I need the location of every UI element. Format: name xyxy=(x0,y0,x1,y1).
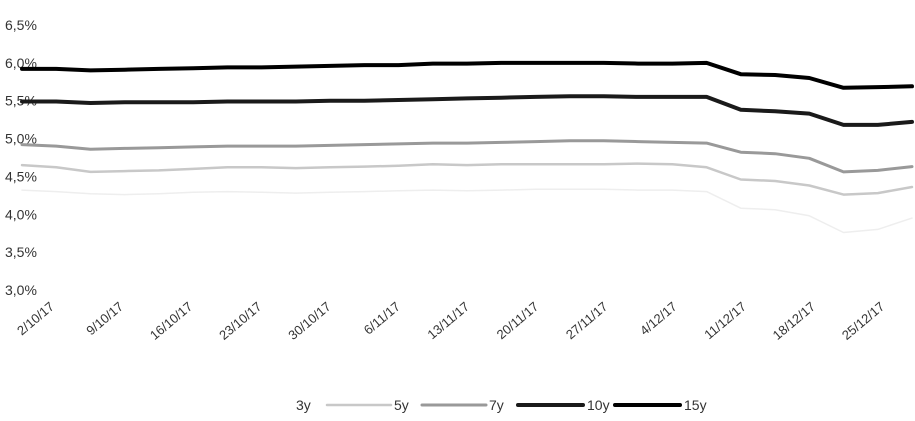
series-line-3y xyxy=(21,188,913,234)
x-tick-label: 18/12/17 xyxy=(770,299,818,343)
legend-label-7y: 7y xyxy=(489,397,504,413)
y-tick-label: 4,5% xyxy=(5,168,37,184)
x-tick-label: 25/12/17 xyxy=(839,299,887,343)
y-tick-label: 3,0% xyxy=(5,282,37,298)
y-tick-label: 5,0% xyxy=(5,131,37,147)
x-tick-label: 11/12/17 xyxy=(701,299,749,342)
y-tick-label: 3,5% xyxy=(5,244,37,260)
legend-label-10y: 10y xyxy=(587,397,610,413)
series-line-5y xyxy=(20,162,914,196)
series-line-7y xyxy=(20,139,914,174)
x-tick-label: 27/11/17 xyxy=(563,299,611,342)
x-axis-ticks: 2/10/17 9/10/17 16/10/17 23/10/17 30/10/17 6/… xyxy=(14,299,887,343)
x-tick-label: 30/10/17 xyxy=(285,299,333,343)
y-tick-label: 4,0% xyxy=(5,206,37,222)
x-tick-label: 20/11/17 xyxy=(494,299,542,342)
y-tick-label: 6,5% xyxy=(5,17,37,33)
series-line-10y xyxy=(20,94,914,127)
legend-label-15y: 15y xyxy=(684,397,707,413)
legend: 3y 5y 7y 10y 15y xyxy=(296,397,707,413)
y-axis-ticks: 3,0%3,5%4,0%4,5%5,0%5,5%6,0%6,5% xyxy=(5,17,37,298)
x-tick-label: 23/10/17 xyxy=(216,299,264,343)
x-tick-label: 9/10/17 xyxy=(83,299,126,338)
x-tick-label: 4/12/17 xyxy=(637,299,680,338)
series-lines xyxy=(20,60,914,234)
x-tick-label: 16/10/17 xyxy=(147,299,195,343)
y-tick-label: 6,0% xyxy=(5,55,37,71)
legend-label-5y: 5y xyxy=(394,397,409,413)
legend-label-3y: 3y xyxy=(296,397,311,413)
x-tick-label: 2/10/17 xyxy=(14,299,57,338)
x-tick-label: 13/11/17 xyxy=(424,299,472,342)
series-line-15y xyxy=(20,60,914,90)
x-tick-label: 6/11/17 xyxy=(361,299,403,338)
